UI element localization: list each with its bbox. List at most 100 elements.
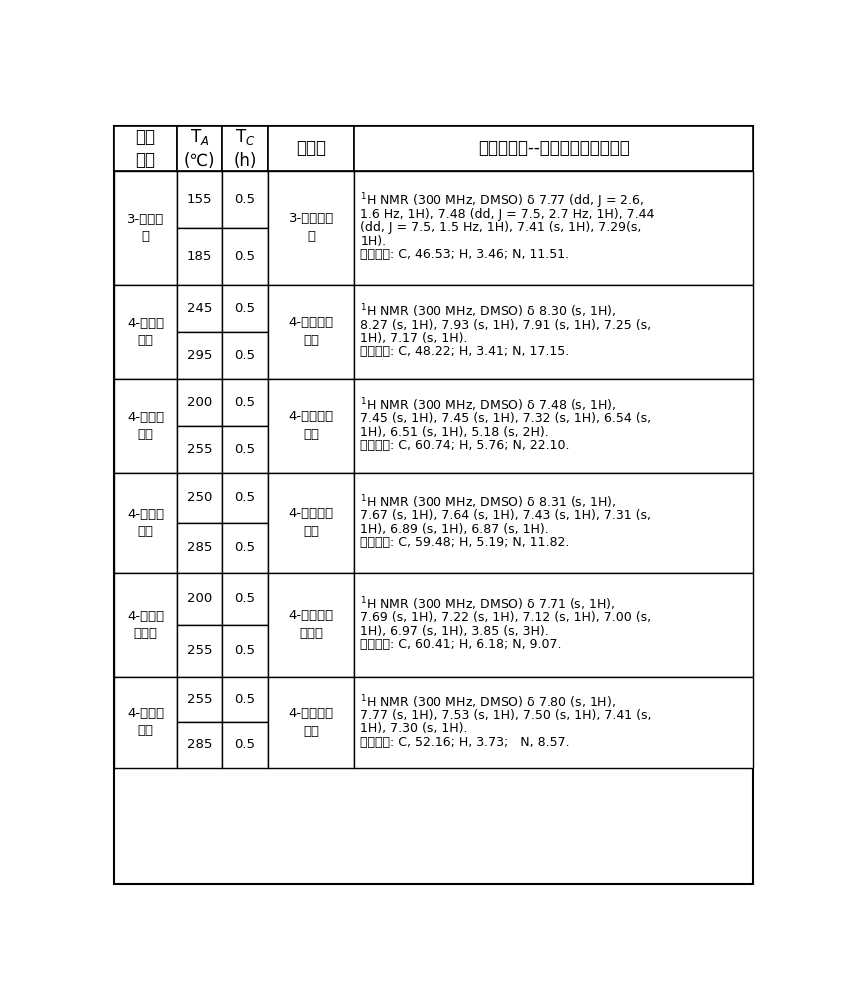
Bar bbox=[354, 126, 753, 171]
Bar bbox=[222, 677, 268, 722]
Bar bbox=[222, 573, 268, 625]
Text: $^{1}$H NMR (300 MHz, DMSO) δ 7.48 (s, 1H),: $^{1}$H NMR (300 MHz, DMSO) δ 7.48 (s, 1… bbox=[360, 397, 617, 414]
Text: 4-羟基苯
甲酸: 4-羟基苯 甲酸 bbox=[127, 508, 164, 538]
Bar bbox=[114, 126, 177, 171]
Text: 0.5: 0.5 bbox=[234, 738, 255, 751]
Text: 0.5: 0.5 bbox=[234, 592, 255, 605]
Bar bbox=[268, 171, 354, 285]
Text: 285: 285 bbox=[187, 738, 212, 751]
Bar bbox=[222, 523, 268, 573]
Bar bbox=[354, 573, 753, 677]
Text: 255: 255 bbox=[187, 693, 212, 706]
Bar bbox=[268, 573, 354, 677]
Text: 4-硝基苯
甲酸: 4-硝基苯 甲酸 bbox=[127, 317, 164, 347]
Text: 羧酸
原料: 羧酸 原料 bbox=[135, 128, 156, 169]
Bar bbox=[268, 285, 354, 379]
Bar bbox=[268, 473, 354, 573]
Text: 250: 250 bbox=[187, 491, 212, 504]
Bar bbox=[354, 171, 753, 285]
Bar bbox=[114, 285, 177, 379]
Text: 255: 255 bbox=[187, 443, 212, 456]
Text: 0.5: 0.5 bbox=[234, 443, 255, 456]
Text: 3-噻吩甲
酸: 3-噻吩甲 酸 bbox=[127, 213, 164, 243]
Text: $^{1}$H NMR (300 MHz, DMSO) δ 7.71 (s, 1H),: $^{1}$H NMR (300 MHz, DMSO) δ 7.71 (s, 1… bbox=[360, 596, 616, 613]
Bar bbox=[177, 677, 222, 722]
Bar bbox=[177, 573, 222, 625]
Bar bbox=[177, 228, 222, 285]
Bar bbox=[222, 722, 268, 768]
Text: 0.5: 0.5 bbox=[234, 193, 255, 206]
Bar bbox=[177, 523, 222, 573]
Text: 285: 285 bbox=[187, 541, 212, 554]
Bar bbox=[222, 228, 268, 285]
Bar bbox=[114, 473, 177, 573]
Text: $^{1}$H NMR (300 MHz, DMSO) δ 8.30 (s, 1H),: $^{1}$H NMR (300 MHz, DMSO) δ 8.30 (s, 1… bbox=[360, 303, 617, 320]
Text: 4-硝基苯甲
酰胺: 4-硝基苯甲 酰胺 bbox=[288, 316, 333, 347]
Text: 4-氯代苯
甲酸: 4-氯代苯 甲酸 bbox=[127, 707, 164, 737]
Text: 0.5: 0.5 bbox=[234, 693, 255, 706]
Text: 0.5: 0.5 bbox=[234, 250, 255, 263]
Text: 4-氯代苯甲
酰胺: 4-氯代苯甲 酰胺 bbox=[288, 707, 333, 738]
Text: 0.5: 0.5 bbox=[234, 396, 255, 409]
Bar bbox=[354, 379, 753, 473]
Text: 8.27 (s, 1H), 7.93 (s, 1H), 7.91 (s, 1H), 7.25 (s,: 8.27 (s, 1H), 7.93 (s, 1H), 7.91 (s, 1H)… bbox=[360, 319, 651, 332]
Text: 4-甲氧基
苯甲酸: 4-甲氧基 苯甲酸 bbox=[127, 610, 164, 640]
Text: 1H), 7.17 (s, 1H).: 1H), 7.17 (s, 1H). bbox=[360, 332, 468, 345]
Text: 1H), 6.97 (s, 1H), 3.85 (s, 3H).: 1H), 6.97 (s, 1H), 3.85 (s, 3H). bbox=[360, 625, 549, 638]
Bar bbox=[222, 473, 268, 523]
Text: 元素分析: C, 46.53; H, 3.46; N, 11.51.: 元素分析: C, 46.53; H, 3.46; N, 11.51. bbox=[360, 248, 569, 261]
Bar bbox=[222, 171, 268, 228]
Text: 4-氨基苯甲
酰胺: 4-氨基苯甲 酰胺 bbox=[288, 410, 333, 441]
Bar bbox=[177, 722, 222, 768]
Text: 元素分析: C, 59.48; H, 5.19; N, 11.82.: 元素分析: C, 59.48; H, 5.19; N, 11.82. bbox=[360, 536, 570, 549]
Text: 1H), 6.89 (s, 1H), 6.87 (s, 1H).: 1H), 6.89 (s, 1H), 6.87 (s, 1H). bbox=[360, 523, 549, 536]
Text: 元素分析: C, 48.22; H, 3.41; N, 17.15.: 元素分析: C, 48.22; H, 3.41; N, 17.15. bbox=[360, 345, 569, 358]
Text: T$_A$
(℃): T$_A$ (℃) bbox=[184, 127, 215, 170]
Text: 元素分析: C, 60.41; H, 6.18; N, 9.07.: 元素分析: C, 60.41; H, 6.18; N, 9.07. bbox=[360, 638, 562, 651]
Text: 4-氨基苯
甲酸: 4-氨基苯 甲酸 bbox=[127, 411, 164, 441]
Bar bbox=[222, 625, 268, 677]
Text: 中间体表征--核磁氢谱和元素分析: 中间体表征--核磁氢谱和元素分析 bbox=[478, 139, 629, 157]
Text: (dd, J = 7.5, 1.5 Hz, 1H), 7.41 (s, 1H), 7.29(s,: (dd, J = 7.5, 1.5 Hz, 1H), 7.41 (s, 1H),… bbox=[360, 221, 642, 234]
Text: 185: 185 bbox=[187, 250, 212, 263]
Text: 1H).: 1H). bbox=[360, 235, 387, 248]
Text: 0.5: 0.5 bbox=[234, 491, 255, 504]
Bar bbox=[222, 285, 268, 332]
Bar bbox=[222, 332, 268, 379]
Bar bbox=[354, 285, 753, 379]
Bar bbox=[114, 677, 177, 768]
Text: 7.45 (s, 1H), 7.45 (s, 1H), 7.32 (s, 1H), 6.54 (s,: 7.45 (s, 1H), 7.45 (s, 1H), 7.32 (s, 1H)… bbox=[360, 412, 651, 425]
Text: 245: 245 bbox=[187, 302, 212, 315]
Text: 7.69 (s, 1H), 7.22 (s, 1H), 7.12 (s, 1H), 7.00 (s,: 7.69 (s, 1H), 7.22 (s, 1H), 7.12 (s, 1H)… bbox=[360, 611, 651, 624]
Text: 7.67 (s, 1H), 7.64 (s, 1H), 7.43 (s, 1H), 7.31 (s,: 7.67 (s, 1H), 7.64 (s, 1H), 7.43 (s, 1H)… bbox=[360, 509, 651, 522]
Text: 0.5: 0.5 bbox=[234, 302, 255, 315]
Bar bbox=[222, 126, 268, 171]
Bar bbox=[114, 573, 177, 677]
Bar bbox=[268, 126, 354, 171]
Text: 200: 200 bbox=[187, 592, 212, 605]
Bar bbox=[114, 379, 177, 473]
Bar bbox=[177, 473, 222, 523]
Text: 255: 255 bbox=[187, 644, 212, 657]
Bar bbox=[114, 171, 177, 285]
Text: $^{1}$H NMR (300 MHz, DMSO) δ 8.31 (s, 1H),: $^{1}$H NMR (300 MHz, DMSO) δ 8.31 (s, 1… bbox=[360, 494, 617, 511]
Bar bbox=[177, 285, 222, 332]
Bar bbox=[177, 332, 222, 379]
Text: 4-甲氧基苯
甲酰胺: 4-甲氧基苯 甲酰胺 bbox=[288, 609, 333, 640]
Text: 0.5: 0.5 bbox=[234, 349, 255, 362]
Text: 0.5: 0.5 bbox=[234, 644, 255, 657]
Bar bbox=[354, 677, 753, 768]
Bar bbox=[354, 473, 753, 573]
Text: 295: 295 bbox=[187, 349, 212, 362]
Bar bbox=[177, 426, 222, 473]
Bar bbox=[222, 379, 268, 426]
Text: 1H), 6.51 (s, 1H), 5.18 (s, 2H).: 1H), 6.51 (s, 1H), 5.18 (s, 2H). bbox=[360, 426, 549, 439]
Text: T$_C$
(h): T$_C$ (h) bbox=[233, 127, 256, 170]
Text: 4-羟基苯甲
酰胺: 4-羟基苯甲 酰胺 bbox=[288, 507, 333, 538]
Text: 3-噻吩甲酰
胺: 3-噻吩甲酰 胺 bbox=[288, 212, 334, 243]
Bar bbox=[222, 426, 268, 473]
Text: 0.5: 0.5 bbox=[234, 541, 255, 554]
Bar bbox=[177, 171, 222, 228]
Text: $^{1}$H NMR (300 MHz, DMSO) δ 7.77 (dd, J = 2.6,: $^{1}$H NMR (300 MHz, DMSO) δ 7.77 (dd, … bbox=[360, 191, 645, 211]
Bar bbox=[268, 379, 354, 473]
